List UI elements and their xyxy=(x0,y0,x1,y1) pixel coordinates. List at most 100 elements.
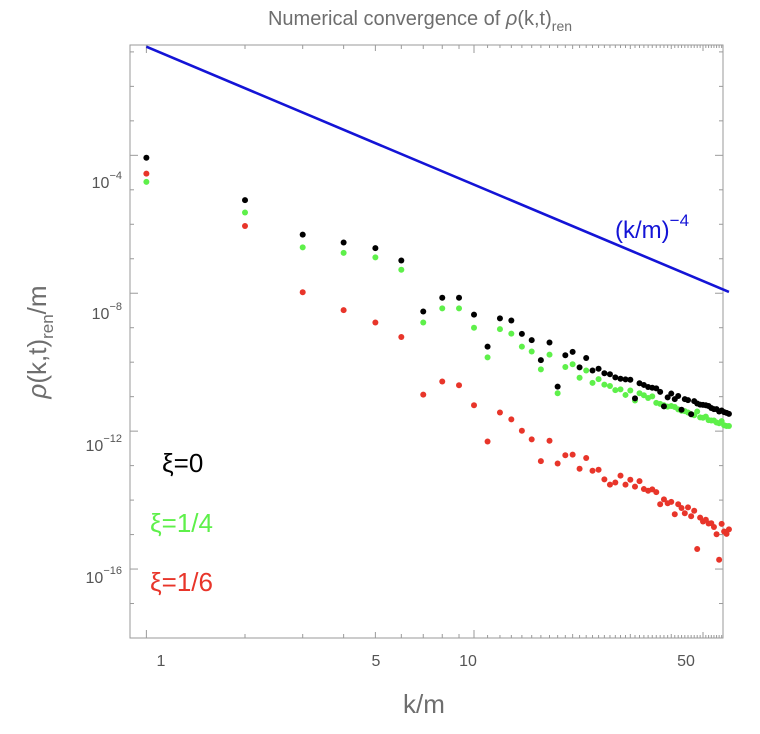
point-xi-0 xyxy=(471,311,478,318)
point-xi-0 xyxy=(299,231,306,238)
y-tick-label-e-12: 10−12 xyxy=(86,433,122,455)
point-xi-1-4 xyxy=(649,393,656,400)
point-xi-1-6 xyxy=(631,483,638,490)
point-xi-1-4 xyxy=(439,305,446,312)
point-xi-0 xyxy=(528,337,535,344)
point-xi-1-6 xyxy=(713,531,720,538)
point-xi-0 xyxy=(439,294,446,301)
point-xi-1-6 xyxy=(678,505,685,512)
point-xi-1-4 xyxy=(496,326,503,333)
point-xi-1-4 xyxy=(518,343,525,350)
point-xi-1-6 xyxy=(299,289,306,296)
point-xi-1-4 xyxy=(528,348,535,355)
point-xi-1-6 xyxy=(589,467,596,474)
x-axis-label: k/m xyxy=(403,689,445,719)
point-xi-1-6 xyxy=(653,489,660,496)
point-xi-1-6 xyxy=(546,437,553,444)
point-xi-1-6 xyxy=(242,223,249,230)
point-xi-0 xyxy=(617,375,624,382)
point-xi-1-6 xyxy=(668,498,675,505)
point-xi-1-4 xyxy=(583,367,590,374)
point-xi-1-4 xyxy=(456,305,463,312)
point-xi-1-4 xyxy=(569,361,576,368)
point-xi-0 xyxy=(484,343,491,350)
point-xi-1-6 xyxy=(508,416,515,423)
y-axis-label: ρ(k,t)ren/m xyxy=(22,285,57,399)
point-xi-1-6 xyxy=(496,409,503,416)
point-xi-1-4 xyxy=(546,351,553,358)
point-xi-1-6 xyxy=(562,452,569,459)
x-tick-label-10: 10 xyxy=(459,653,477,670)
point-xi-1-6 xyxy=(583,455,590,462)
point-xi-1-6 xyxy=(685,504,692,511)
point-xi-0 xyxy=(569,348,576,355)
y-tick-label-e-16: 10−16 xyxy=(86,565,122,587)
data-points xyxy=(143,154,732,563)
point-xi-1-6 xyxy=(398,334,405,341)
point-xi-1-6 xyxy=(657,501,664,508)
legend-xi-0: ξ=0 xyxy=(162,448,203,478)
point-xi-1-6 xyxy=(456,382,463,389)
point-xi-1-6 xyxy=(612,479,619,486)
y-tick-label-e-4: 10−4 xyxy=(92,170,122,192)
point-xi-1-6 xyxy=(576,465,583,472)
plot-frame xyxy=(129,44,724,639)
point-xi-0 xyxy=(627,376,634,383)
point-xi-1-6 xyxy=(716,556,723,563)
point-xi-0 xyxy=(372,245,379,252)
point-xi-0 xyxy=(496,315,503,322)
point-xi-0 xyxy=(631,395,638,402)
point-xi-0 xyxy=(725,410,732,417)
point-xi-0 xyxy=(589,367,596,374)
reference-line-label: (k/m)−4 xyxy=(615,211,689,244)
point-xi-0 xyxy=(143,154,150,161)
point-xi-0 xyxy=(518,330,525,337)
legend-xi-1-4: ξ=1/4 xyxy=(150,508,213,538)
axis-ticks xyxy=(130,45,723,639)
point-xi-0 xyxy=(685,397,692,404)
point-xi-0 xyxy=(606,371,613,378)
point-xi-0 xyxy=(612,374,619,381)
point-xi-1-6 xyxy=(372,319,379,326)
point-xi-1-4 xyxy=(508,330,515,337)
point-xi-0 xyxy=(675,392,682,399)
point-xi-0 xyxy=(508,317,515,324)
point-xi-1-4 xyxy=(622,391,629,398)
point-xi-1-4 xyxy=(340,249,347,256)
point-xi-1-6 xyxy=(723,530,730,537)
point-xi-1-6 xyxy=(617,472,624,479)
point-xi-1-6 xyxy=(681,510,688,517)
point-xi-0 xyxy=(398,257,405,264)
point-xi-1-4 xyxy=(484,354,491,361)
point-xi-1-4 xyxy=(242,209,249,216)
point-xi-1-4 xyxy=(617,386,624,393)
point-xi-1-4 xyxy=(537,366,544,373)
point-xi-0 xyxy=(622,376,629,383)
point-xi-1-6 xyxy=(606,481,613,488)
x-tick-label-5: 5 xyxy=(372,653,381,670)
point-xi-0 xyxy=(660,403,667,410)
point-xi-1-6 xyxy=(725,526,732,533)
point-xi-1-6 xyxy=(622,481,629,488)
point-xi-0 xyxy=(688,411,695,418)
point-xi-1-6 xyxy=(484,438,491,445)
point-xi-1-6 xyxy=(595,466,602,473)
point-xi-1-4 xyxy=(562,364,569,371)
x-tick-label-1: 1 xyxy=(157,653,166,670)
point-xi-1-4 xyxy=(606,382,613,389)
point-xi-1-4 xyxy=(420,319,427,326)
point-xi-0 xyxy=(664,394,671,401)
point-xi-0 xyxy=(554,383,561,390)
point-xi-1-6 xyxy=(601,476,608,483)
point-xi-1-4 xyxy=(143,178,150,185)
point-xi-1-6 xyxy=(718,520,725,527)
point-xi-0 xyxy=(456,294,463,301)
point-xi-0 xyxy=(595,365,602,372)
point-xi-1-4 xyxy=(601,381,608,388)
point-xi-0 xyxy=(546,339,553,346)
point-xi-1-6 xyxy=(554,460,561,467)
point-xi-1-6 xyxy=(439,378,446,385)
point-xi-1-4 xyxy=(612,387,619,394)
